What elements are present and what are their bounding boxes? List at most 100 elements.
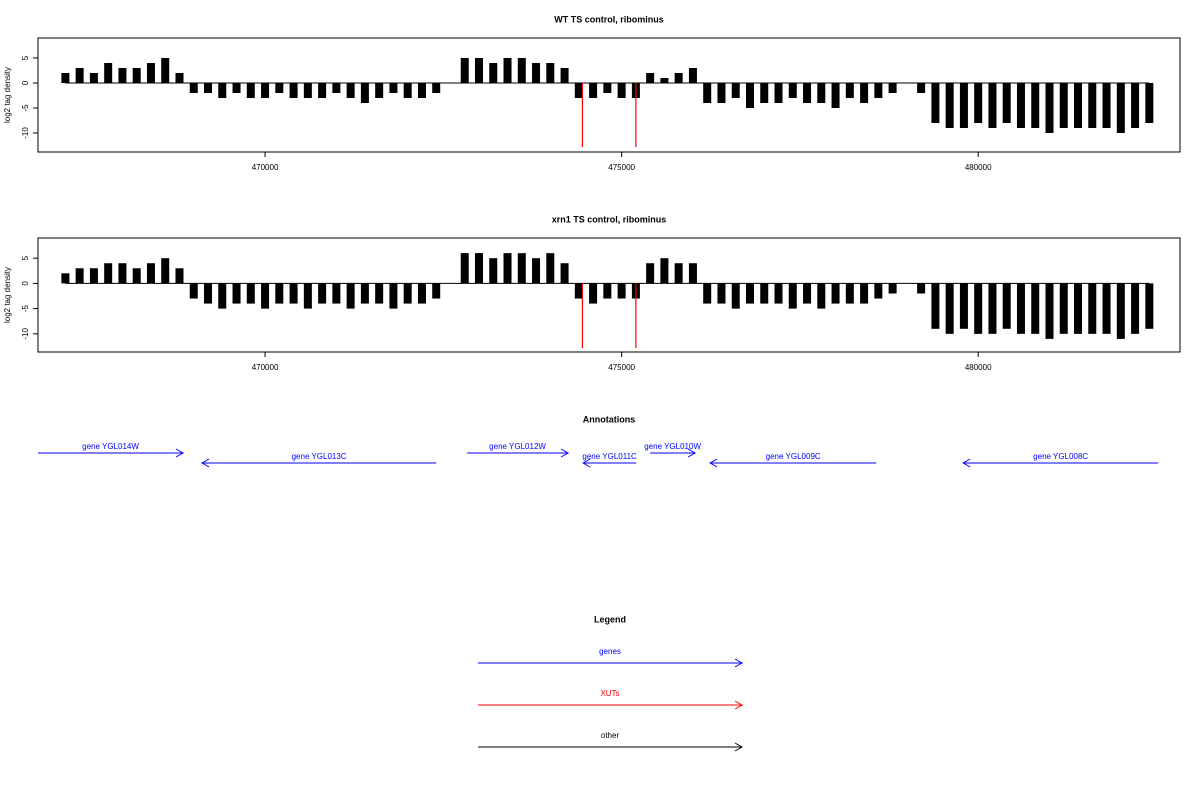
density-bar [375, 83, 384, 98]
density-bar [731, 83, 740, 98]
density-bar [503, 58, 512, 83]
density-bar [1016, 83, 1025, 128]
density-bar [146, 63, 155, 83]
y-tick-label: 0 [21, 281, 30, 286]
density-bar [532, 258, 541, 284]
density-bar [945, 83, 954, 128]
density-bar [660, 78, 669, 83]
density-bar [403, 83, 412, 98]
density-bar [959, 83, 968, 128]
legend-title: Legend [594, 614, 626, 624]
y-tick-label: -5 [21, 305, 30, 313]
plot-frame [37, 237, 1181, 353]
density-bar [774, 283, 783, 304]
annotations-title: Annotations [583, 414, 636, 424]
x-tick-label: 480000 [965, 163, 992, 172]
density-bar [774, 83, 783, 103]
density-bar [803, 83, 812, 103]
density-bar [75, 268, 84, 284]
density-bar [104, 263, 113, 284]
density-bar [389, 283, 398, 309]
density-bar [688, 68, 697, 83]
legend-arrow-head [734, 658, 744, 668]
density-bar [646, 263, 655, 284]
density-bar [945, 283, 954, 334]
density-bar [731, 283, 740, 309]
gene-arrow-head [201, 458, 210, 468]
gene-label: gene YGL014W [82, 442, 139, 451]
density-bar [874, 283, 883, 299]
density-bar [289, 83, 298, 98]
gene-arrow [38, 448, 185, 458]
density-bar [717, 83, 726, 103]
density-bar [959, 283, 968, 329]
chart-title: xrn1 TS control, ribominus [552, 214, 667, 224]
density-bar [517, 253, 526, 284]
chart-title: WT TS control, ribominus [554, 14, 664, 24]
density-bar [275, 283, 284, 304]
density-bar [888, 283, 897, 294]
density-bar [474, 253, 483, 284]
density-bar [1131, 283, 1140, 334]
density-bar [204, 83, 213, 93]
density-bar [489, 258, 498, 284]
density-bar [560, 263, 569, 284]
density-bar [132, 268, 141, 284]
density-bar [831, 283, 840, 304]
gene-label: gene YGL013C [292, 452, 347, 461]
density-bar [888, 83, 897, 93]
density-bar [1074, 283, 1083, 334]
density-bar [1045, 83, 1054, 133]
density-bar [118, 68, 127, 83]
density-bar [261, 83, 270, 98]
y-tick-label: 0 [21, 80, 30, 85]
density-bar [346, 83, 355, 98]
y-axis-label: log2 tag density [3, 67, 12, 123]
density-bar [132, 68, 141, 83]
density-bar [161, 58, 170, 83]
legend-arrow [478, 658, 744, 668]
density-bar [917, 283, 926, 294]
density-bar [460, 253, 469, 284]
density-bar [717, 283, 726, 304]
density-bar [660, 258, 669, 284]
x-tick-label: 475000 [608, 163, 635, 172]
gene-arrow [201, 458, 437, 468]
x-tick-label: 480000 [965, 363, 992, 372]
density-bar [1045, 283, 1054, 339]
density-bar [974, 283, 983, 334]
density-bar [75, 68, 84, 83]
gene-arrow-head [175, 448, 185, 458]
density-bar [1088, 283, 1097, 334]
density-bar [703, 83, 712, 103]
density-bar [517, 58, 526, 83]
gene-label: gene YGL008C [1033, 452, 1088, 461]
gene-arrow-head [709, 458, 718, 468]
density-bar [788, 83, 797, 98]
density-bar [89, 73, 98, 83]
x-tick-label: 470000 [252, 163, 279, 172]
density-bar [189, 83, 198, 93]
density-bar [817, 283, 826, 309]
legend-arrow-head [734, 700, 744, 710]
density-bar [532, 63, 541, 83]
density-bar [389, 83, 398, 93]
density-bar [303, 283, 312, 309]
density-bar [218, 283, 227, 309]
legend-arrow [478, 742, 744, 752]
density-bar [574, 83, 583, 98]
density-bar [1131, 83, 1140, 128]
density-bar [503, 253, 512, 284]
density-bar [589, 83, 598, 98]
density-bar [346, 283, 355, 309]
x-tick-label: 475000 [608, 363, 635, 372]
density-bar [1074, 83, 1083, 128]
density-bar [560, 68, 569, 83]
density-bar [745, 283, 754, 304]
density-bar [1016, 283, 1025, 334]
density-bar [674, 263, 683, 284]
density-bar [104, 63, 113, 83]
y-tick-label: -10 [21, 127, 30, 139]
density-bar [289, 283, 298, 304]
